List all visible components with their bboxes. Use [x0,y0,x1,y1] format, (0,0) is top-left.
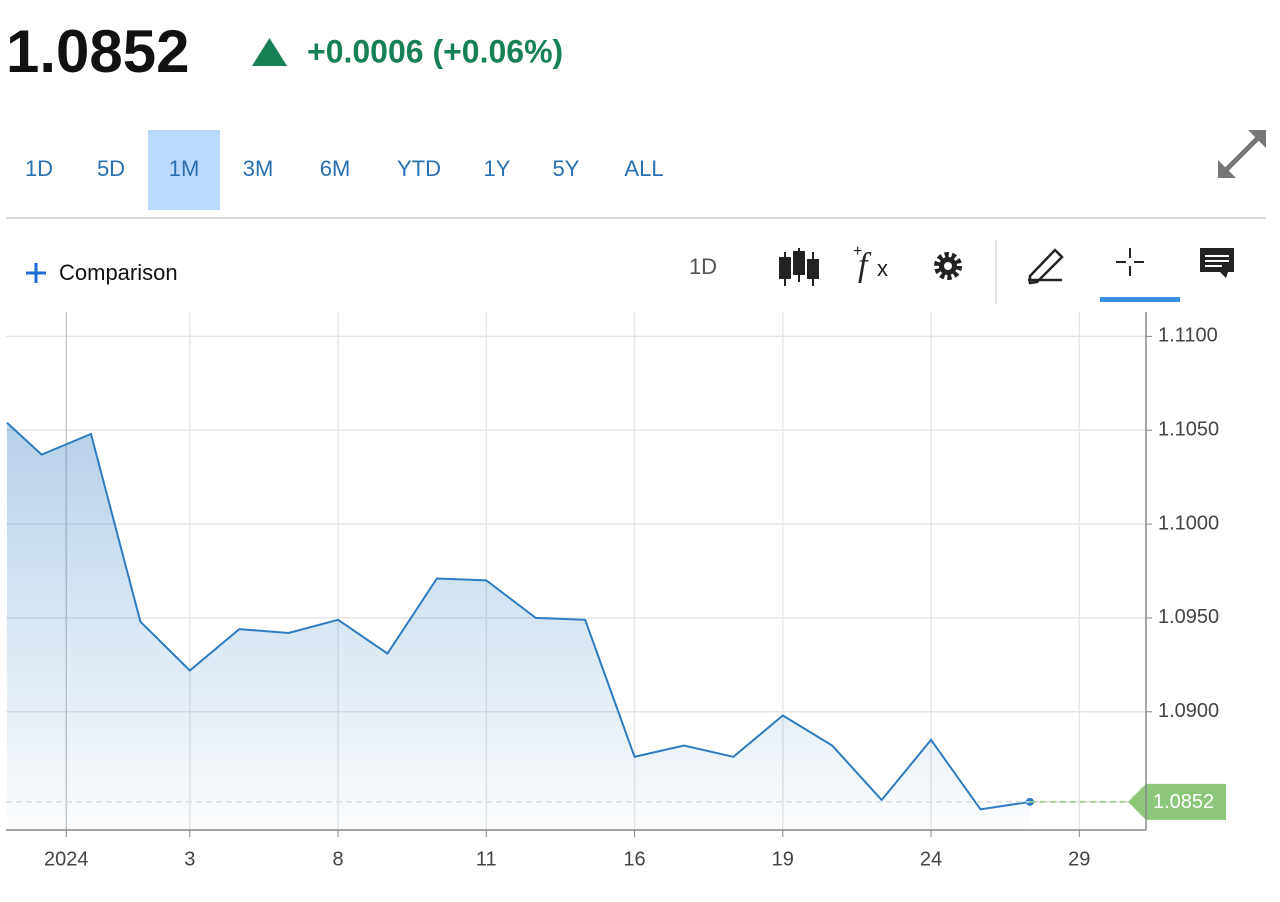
change: +0.0006 (+0.06%) [307,33,563,69]
x-tick-label: 29 [1068,848,1090,870]
svg-text:+: + [853,243,862,260]
range-button[interactable]: ALL [624,156,663,181]
active-tool-underline [1100,297,1180,302]
range-button[interactable]: 1Y [484,156,511,181]
svg-text:f: f [858,247,872,284]
up-arrow [252,38,287,66]
interval[interactable]: 1D [689,254,717,279]
comment-icon[interactable] [1200,248,1234,278]
range-button[interactable]: 6M [320,156,351,181]
price: 1.0852 [6,18,190,85]
area [6,422,1030,830]
range-button[interactable]: 5Y [553,156,580,181]
last-value-tag [1128,783,1226,820]
range-button[interactable]: 3M [243,156,274,181]
range-button[interactable]: 5D [97,156,125,181]
range-button[interactable]: 1D [25,156,53,181]
chart: 1.0900 1.0950 1.1000 1.1050 1.1100 2024 3 8 11 16… [6,312,1226,870]
indicator-icon[interactable]: + f x [853,243,888,284]
line [6,421,1031,811]
range-bar: 1D 5D 1M 3M 6M YTD 1Y 5Y ALL [25,130,664,210]
x-tick-label: 24 [920,848,942,870]
settings-icon[interactable] [934,252,962,280]
x-tick-label: 16 [623,848,645,870]
draw-icon[interactable] [1028,248,1064,285]
active-range-bg [148,130,220,210]
x-tick-label: 11 [476,848,497,870]
range-button[interactable]: 1M [169,156,200,181]
crosshair-icon[interactable] [1116,248,1144,276]
y-tick-label: 1.1050 [1158,419,1219,441]
comparison-button[interactable]: Comparison [26,260,178,285]
x-tick-label: 2024 [44,848,89,870]
y-tick-label: 1.1000 [1158,512,1219,534]
expand-icon[interactable] [1218,130,1266,178]
y-tick-label: 1.0950 [1158,606,1219,628]
range-button[interactable]: YTD [397,156,441,181]
x-tick-label: 8 [333,848,344,870]
y-tick-label: 1.1100 [1158,325,1218,347]
y-tick-label: 1.0900 [1158,700,1219,722]
x-tick-label: 3 [184,848,195,870]
comparison-label: Comparison [59,260,178,285]
x-tick-label: 19 [772,848,794,870]
candle-icon[interactable] [779,248,819,286]
svg-text:x: x [877,256,888,281]
last-value-label: 1.0852 [1153,791,1214,813]
